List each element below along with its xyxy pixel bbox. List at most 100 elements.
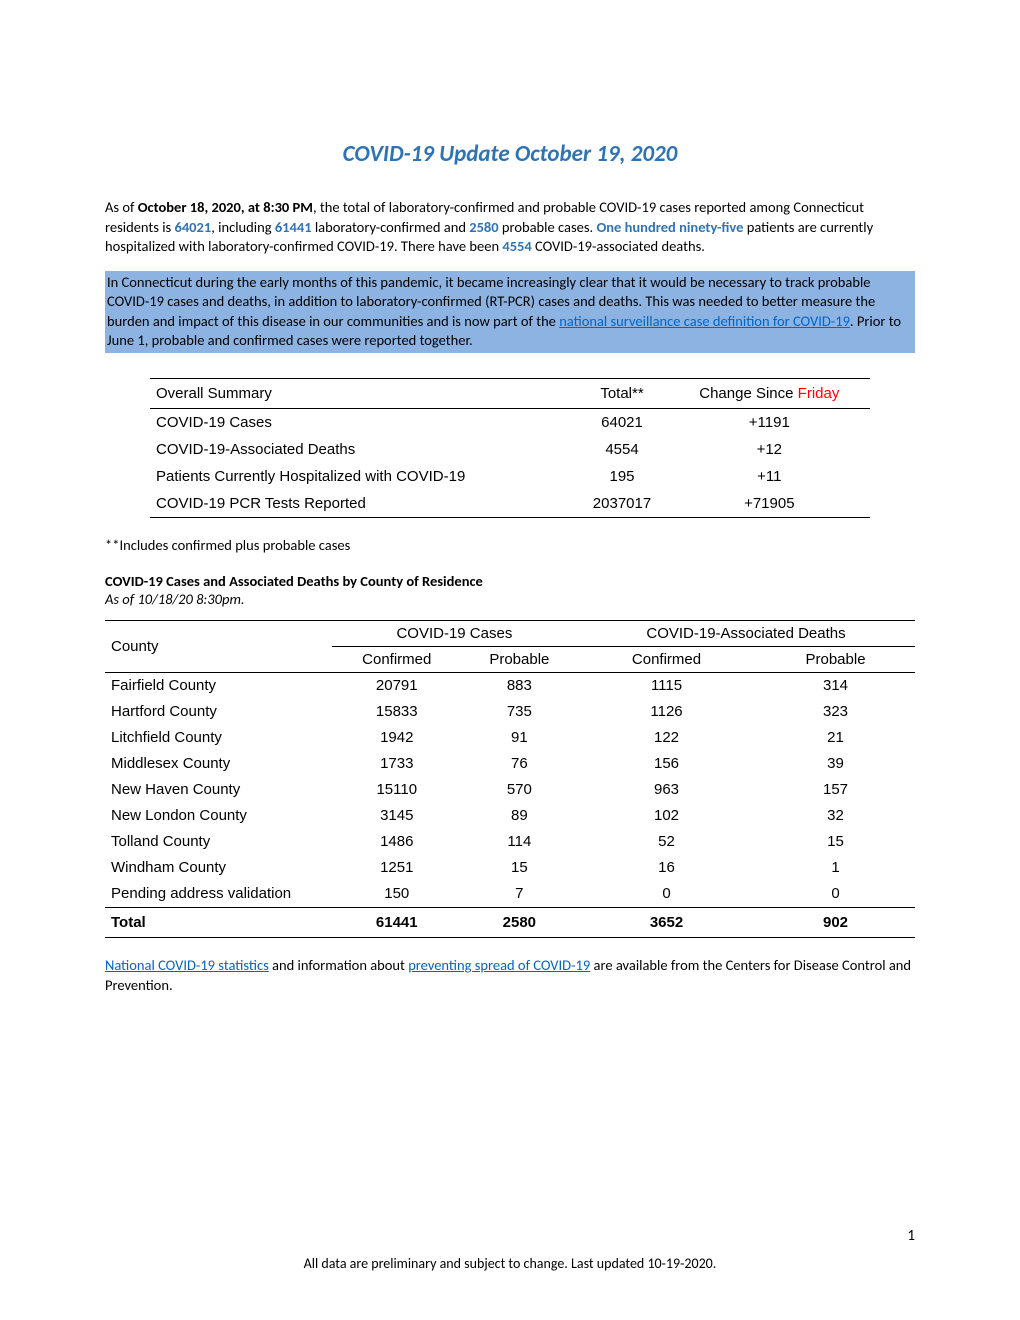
intro-seg4: probable cases. (499, 218, 597, 236)
probable-cases: 2580 (469, 218, 498, 236)
deaths-confirmed: 16 (577, 855, 756, 881)
table-row: COVID-19 Cases 64021 +1191 (150, 408, 870, 436)
county-name: Pending address validation (105, 881, 332, 908)
table-row: New London County 3145 89 102 32 (105, 803, 915, 829)
county-name: Tolland County (105, 829, 332, 855)
hospitalized-count: One hundred ninety-five (596, 218, 743, 236)
summary-total: 64021 (575, 408, 668, 436)
deaths-confirmed: 0 (577, 881, 756, 908)
footnote: **Includes confirmed plus probable cases (105, 536, 915, 554)
cases-confirmed: 1251 (332, 855, 462, 881)
deaths-confirmed: 122 (577, 725, 756, 751)
deaths-confirmed-header: Confirmed (577, 646, 756, 672)
summary-total: 2037017 (575, 490, 668, 518)
county-section-title: COVID-19 Cases and Associated Deaths by … (105, 572, 915, 590)
highlight-box: In Connecticut during the early months o… (105, 271, 915, 353)
deaths-probable-header: Probable (756, 646, 915, 672)
intro-seg6: COVID-19-associated deaths. (532, 237, 705, 255)
cases-probable: 570 (462, 777, 577, 803)
table-row: Tolland County 1486 114 52 15 (105, 829, 915, 855)
confirmed-cases: 61441 (275, 218, 312, 236)
deaths-probable: 15 (756, 829, 915, 855)
deaths-probable: 314 (756, 672, 915, 699)
cases-probable: 735 (462, 699, 577, 725)
table-row: Patients Currently Hospitalized with COV… (150, 463, 870, 490)
intro-paragraph: As of October 18, 2020, at 8:30 PM, the … (105, 198, 915, 257)
table-row: New Haven County 15110 570 963 157 (105, 777, 915, 803)
table-row: Middlesex County 1733 76 156 39 (105, 751, 915, 777)
table-row: COVID-19-Associated Deaths 4554 +12 (150, 436, 870, 463)
county-name: Fairfield County (105, 672, 332, 699)
county-section-subtitle: As of 10/18/20 8:30pm. (105, 590, 915, 608)
county-name: New London County (105, 803, 332, 829)
table-row: Pending address validation 150 7 0 0 (105, 881, 915, 908)
change-since-label: Change Since (699, 385, 797, 402)
deaths-probable: 1 (756, 855, 915, 881)
county-name: New Haven County (105, 777, 332, 803)
table-row: Hartford County 15833 735 1126 323 (105, 699, 915, 725)
table-row: Windham County 1251 15 16 1 (105, 855, 915, 881)
deaths-group-header: COVID-19-Associated Deaths (577, 620, 915, 646)
deaths-confirmed: 52 (577, 829, 756, 855)
summary-change: +71905 (669, 490, 870, 518)
deaths-confirmed: 156 (577, 751, 756, 777)
deaths-probable: 32 (756, 803, 915, 829)
cases-confirmed: 3145 (332, 803, 462, 829)
total-label: Total (105, 907, 332, 937)
cases-probable: 89 (462, 803, 577, 829)
deaths-probable: 39 (756, 751, 915, 777)
intro-seg3: laboratory-confirmed and (312, 218, 470, 236)
footer-text: All data are preliminary and subject to … (0, 1255, 1020, 1272)
cases-confirmed: 15110 (332, 777, 462, 803)
cases-confirmed: 1733 (332, 751, 462, 777)
change-since-day: Friday (798, 385, 840, 402)
summary-label: Patients Currently Hospitalized with COV… (150, 463, 575, 490)
prevention-link[interactable]: preventing spread of COVID-19 (408, 956, 590, 974)
deaths-confirmed: 102 (577, 803, 756, 829)
page: COVID-19 Update October 19, 2020 As of O… (0, 0, 1020, 1320)
intro-prefix: As of (105, 198, 138, 216)
cases-probable: 7 (462, 881, 577, 908)
summary-col-change: Change Since Friday (669, 378, 870, 408)
resources-mid: and information about (269, 956, 408, 974)
cases-confirmed: 20791 (332, 672, 462, 699)
summary-change: +11 (669, 463, 870, 490)
county-name: Windham County (105, 855, 332, 881)
cases-group-header: COVID-19 Cases (332, 620, 577, 646)
county-name: Litchfield County (105, 725, 332, 751)
deaths-count: 4554 (502, 237, 531, 255)
resources-paragraph: National COVID-19 statistics and informa… (105, 956, 915, 995)
cases-confirmed: 1942 (332, 725, 462, 751)
cases-probable: 91 (462, 725, 577, 751)
summary-total: 4554 (575, 436, 668, 463)
county-table: County COVID-19 Cases COVID-19-Associate… (105, 620, 915, 938)
page-number: 1 (907, 1227, 915, 1245)
county-name: Hartford County (105, 699, 332, 725)
cases-probable: 883 (462, 672, 577, 699)
summary-label: COVID-19 Cases (150, 408, 575, 436)
national-stats-link[interactable]: National COVID-19 statistics (105, 956, 269, 974)
deaths-confirmed: 963 (577, 777, 756, 803)
summary-label: COVID-19 PCR Tests Reported (150, 490, 575, 518)
summary-col-total: Total** (575, 378, 668, 408)
cases-probable-header: Probable (462, 646, 577, 672)
summary-header-row: Overall Summary Total** Change Since Fri… (150, 378, 870, 408)
county-header-group-row: County COVID-19 Cases COVID-19-Associate… (105, 620, 915, 646)
deaths-confirmed: 1126 (577, 699, 756, 725)
intro-seg2: , including (211, 218, 275, 236)
total-deaths-confirmed: 3652 (577, 907, 756, 937)
summary-total: 195 (575, 463, 668, 490)
total-cases-probable: 2580 (462, 907, 577, 937)
deaths-probable: 21 (756, 725, 915, 751)
total-cases-confirmed: 61441 (332, 907, 462, 937)
deaths-probable: 0 (756, 881, 915, 908)
total-cases: 64021 (174, 218, 211, 236)
cases-confirmed: 15833 (332, 699, 462, 725)
cases-probable: 114 (462, 829, 577, 855)
cases-probable: 76 (462, 751, 577, 777)
cases-probable: 15 (462, 855, 577, 881)
county-name: Middlesex County (105, 751, 332, 777)
surveillance-link[interactable]: national surveillance case definition fo… (559, 312, 850, 330)
summary-change: +1191 (669, 408, 870, 436)
deaths-probable: 323 (756, 699, 915, 725)
